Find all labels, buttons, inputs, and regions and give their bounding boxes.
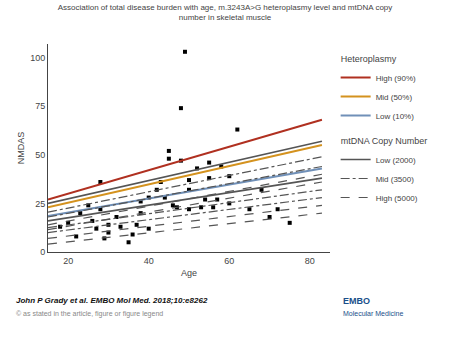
svg-text:75: 75 bbox=[35, 101, 45, 111]
svg-text:Heteroplasmy: Heteroplasmy bbox=[341, 54, 397, 64]
svg-text:NMDAS: NMDAS bbox=[16, 132, 26, 165]
svg-text:Molecular Medicine: Molecular Medicine bbox=[343, 310, 403, 317]
svg-text:0: 0 bbox=[40, 247, 45, 257]
svg-text:Mid (3500): Mid (3500) bbox=[376, 175, 415, 184]
svg-text:25: 25 bbox=[35, 199, 45, 209]
svg-text:EMBO: EMBO bbox=[343, 296, 370, 306]
svg-text:40: 40 bbox=[144, 256, 154, 266]
svg-text:80: 80 bbox=[305, 256, 315, 266]
svg-text:60: 60 bbox=[224, 256, 234, 266]
svg-text:20: 20 bbox=[63, 256, 73, 266]
svg-text:mtDNA Copy Number: mtDNA Copy Number bbox=[341, 136, 428, 146]
svg-text:John P Grady et al. EMBO Mol M: John P Grady et al. EMBO Mol Med. 2018;1… bbox=[16, 296, 208, 305]
svg-text:Mid (50%): Mid (50%) bbox=[376, 93, 413, 102]
svg-text:Age: Age bbox=[181, 268, 197, 278]
svg-text:50: 50 bbox=[35, 150, 45, 160]
svg-text:Low (2000): Low (2000) bbox=[376, 156, 416, 165]
svg-text:© as stated in the article, fi: © as stated in the article, figure or fi… bbox=[16, 310, 163, 318]
svg-text:Association of total disease b: Association of total disease burden with… bbox=[58, 3, 393, 22]
svg-text:Low (10%): Low (10%) bbox=[376, 112, 415, 121]
svg-text:High (90%): High (90%) bbox=[376, 74, 416, 83]
svg-text:High (5000): High (5000) bbox=[376, 194, 418, 203]
svg-text:100: 100 bbox=[30, 53, 45, 63]
